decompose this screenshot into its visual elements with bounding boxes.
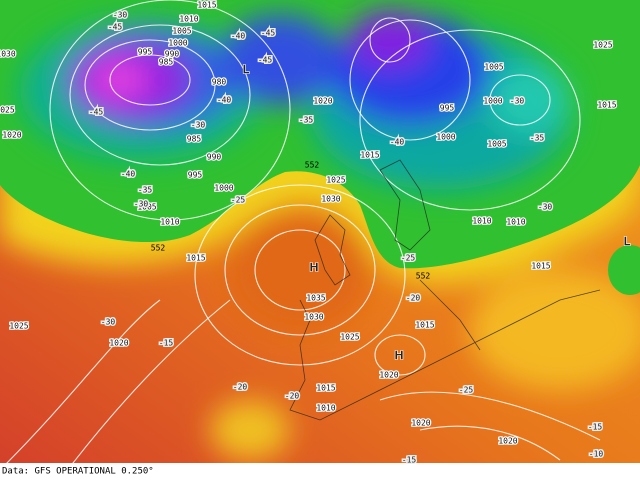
isobar-label: 1005 bbox=[484, 63, 503, 72]
isobar-label: 1000 bbox=[214, 184, 233, 193]
pressure-center: L bbox=[242, 63, 250, 77]
temperature-label: -40 bbox=[121, 170, 136, 179]
isobar-label: 1025 bbox=[326, 176, 345, 185]
isobar-label: 1005 bbox=[487, 140, 506, 149]
isobar-label: 1020 bbox=[498, 437, 517, 446]
isobar-label: 1010 bbox=[316, 404, 335, 413]
isobar-label: 1015 bbox=[360, 151, 379, 160]
footer-bar bbox=[0, 463, 640, 480]
isobar-label: 1010 bbox=[160, 218, 179, 227]
temperature-label: -45 bbox=[261, 29, 276, 38]
isobar-label: 1015 bbox=[415, 321, 434, 330]
isobar-label: 1020 bbox=[313, 97, 332, 106]
isobar-label: 1000 bbox=[483, 97, 502, 106]
isobar-label: 1010 bbox=[179, 15, 198, 24]
temperature-label: -15 bbox=[159, 339, 174, 348]
isobar-label: 1005 bbox=[172, 27, 191, 36]
isobar-label: 1025 bbox=[593, 41, 612, 50]
temperature-label: -30 bbox=[113, 11, 128, 20]
temperature-label: -30 bbox=[134, 200, 149, 209]
isobar-label: 1015 bbox=[197, 1, 216, 10]
isobar-label: 995 bbox=[138, 48, 153, 57]
temperature-label: -35 bbox=[299, 116, 314, 125]
temperature-label: -25 bbox=[401, 254, 416, 263]
temperature-label: -45 bbox=[258, 56, 273, 65]
isobar-label: 1015 bbox=[316, 384, 335, 393]
isobar-label: 1030 bbox=[0, 50, 16, 59]
isobar-label: 1020 bbox=[411, 419, 430, 428]
pressure-center: L bbox=[623, 235, 631, 249]
temperature-label: -35 bbox=[138, 186, 153, 195]
thickness-label: 552 bbox=[151, 244, 166, 253]
pressure-center: H bbox=[309, 261, 319, 275]
temperature-label: -20 bbox=[406, 294, 421, 303]
isobar-label: 990 bbox=[207, 153, 222, 162]
temperature-label: -10 bbox=[589, 450, 604, 459]
temperature-label: -40 bbox=[231, 32, 246, 41]
temperature-label: -45 bbox=[108, 23, 123, 32]
isobar-label: 1020 bbox=[2, 131, 21, 140]
temperature-label: -15 bbox=[588, 423, 603, 432]
isobar-label: 1015 bbox=[597, 101, 616, 110]
isobar-label: 1015 bbox=[186, 254, 205, 263]
temperature-label: -25 bbox=[231, 196, 246, 205]
isobar-label: 1005 bbox=[137, 203, 156, 212]
pressure-center: H bbox=[394, 349, 404, 363]
temperature-label: -15 bbox=[402, 456, 417, 465]
temperature-label: -30 bbox=[191, 121, 206, 130]
isobar-label: 1000 bbox=[168, 39, 187, 48]
temperature-label: -30 bbox=[538, 203, 553, 212]
isobar-label: 1020 bbox=[109, 339, 128, 348]
temperature-label: -30 bbox=[101, 318, 116, 327]
isobar-label: 985 bbox=[159, 58, 174, 67]
footer-text: Data: GFS OPERATIONAL 0.250° bbox=[2, 467, 154, 477]
isobar-label: 990 bbox=[165, 50, 180, 59]
isobar-label: 1025 bbox=[340, 333, 359, 342]
isobar-label: 1030 bbox=[321, 195, 340, 204]
isobar-label: 1010 bbox=[472, 217, 491, 226]
isobar-label: 1010 bbox=[506, 218, 525, 227]
thickness-label: 552 bbox=[305, 161, 320, 170]
temperature-label: -20 bbox=[233, 383, 248, 392]
isobar-label: 980 bbox=[212, 78, 227, 87]
isobar-label: 1000 bbox=[436, 133, 455, 142]
temperature-label: -45 bbox=[89, 108, 104, 117]
isobar-label: 985 bbox=[187, 135, 202, 144]
isobar-label: 1035 bbox=[306, 294, 325, 303]
isobar-label: 1025 bbox=[9, 322, 28, 331]
temperature-label: -30 bbox=[510, 97, 525, 106]
isobar-label: 1015 bbox=[531, 262, 550, 271]
temperature-label: -20 bbox=[285, 392, 300, 401]
isobar-label: 1030 bbox=[304, 313, 323, 322]
thickness-label: 552 bbox=[416, 272, 431, 281]
isobar-label: 995 bbox=[188, 171, 203, 180]
temperature-label: -25 bbox=[459, 386, 474, 395]
isobar-label: 995 bbox=[440, 104, 455, 113]
temperature-label: -35 bbox=[530, 134, 545, 143]
isobar-label: 1025 bbox=[0, 106, 15, 115]
temperature-label: -40 bbox=[217, 96, 232, 105]
isobar-label: 1020 bbox=[379, 371, 398, 380]
temperature-label: -40 bbox=[390, 138, 405, 147]
